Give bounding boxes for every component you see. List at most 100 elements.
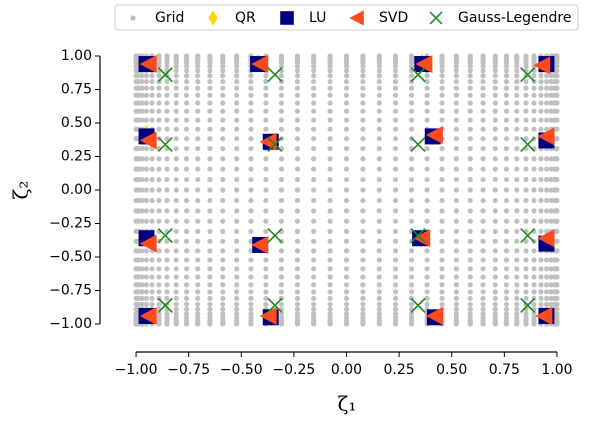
grid-point: [392, 100, 399, 106]
grid-point: [343, 108, 350, 114]
grid-point: [538, 78, 544, 85]
grid-point: [376, 78, 382, 85]
grid-point: [195, 100, 201, 106]
grid-point: [311, 197, 317, 204]
grid-point: [234, 73, 240, 79]
grid-point: [156, 187, 162, 193]
grid-point: [514, 136, 520, 142]
grid-point: [376, 92, 382, 98]
grid-point: [327, 100, 333, 106]
grid-point: [514, 282, 520, 288]
grid-point: [294, 197, 301, 204]
grid-point: [149, 73, 155, 79]
grid-point: [294, 208, 301, 214]
grid-point: [164, 63, 170, 69]
grid-point: [544, 73, 550, 79]
grid-point: [156, 176, 162, 183]
grid-point: [139, 282, 145, 288]
grid-point: [360, 295, 366, 302]
grid-point: [248, 166, 254, 172]
gauss-legendre-point: [267, 227, 283, 244]
grid-point: [492, 68, 498, 74]
gauss-legendre-point: [410, 297, 426, 313]
grid-point: [503, 314, 510, 321]
grid-point: [492, 166, 498, 172]
grid-point: [207, 156, 213, 162]
grid-point: [220, 78, 226, 85]
grid-point: [360, 218, 366, 224]
grid-point: [467, 100, 473, 106]
grid-point: [376, 314, 382, 321]
grid-point: [544, 117, 550, 123]
grid-point: [195, 156, 201, 162]
grid-point: [360, 306, 366, 312]
y-tick-label: −0.50: [49, 249, 92, 265]
grid-point: [294, 78, 301, 85]
x-tick-label: −0.50: [220, 362, 263, 378]
grid-point: [220, 301, 226, 307]
grid-point: [544, 266, 550, 272]
grid-point: [207, 92, 213, 98]
grid-point: [408, 85, 415, 91]
grid-point: [538, 208, 544, 214]
grid-point: [220, 92, 226, 98]
grid-point: [156, 117, 162, 123]
grid-point: [523, 136, 529, 142]
grid-point: [248, 136, 254, 142]
grid-point: [467, 126, 473, 132]
grid-point: [376, 218, 382, 224]
grid-point: [164, 136, 170, 142]
grid-point: [156, 274, 162, 280]
grid-point: [453, 145, 459, 152]
grid-point: [392, 238, 399, 244]
grid-point: [149, 282, 155, 288]
grid-point: [408, 166, 415, 172]
grid-point: [311, 156, 317, 162]
grid-point: [503, 306, 510, 312]
grid-point: [360, 156, 366, 162]
grid-point: [503, 289, 510, 295]
grid-point: [311, 238, 317, 244]
grid-point: [183, 100, 190, 106]
grid-point: [503, 257, 510, 263]
grid-point: [311, 282, 317, 288]
grid-point: [234, 85, 240, 91]
grid-point: [220, 145, 226, 152]
svd-point: [139, 306, 157, 325]
grid-point: [544, 301, 550, 307]
grid-point: [173, 156, 179, 162]
grid-point: [248, 92, 254, 98]
grid-point: [149, 257, 155, 263]
grid-point: [139, 85, 145, 91]
grid-point: [531, 53, 537, 59]
grid-point: [531, 266, 537, 272]
gauss-legendre-point: [520, 67, 536, 83]
grid-point: [207, 68, 213, 74]
grid-point: [343, 92, 350, 98]
grid-point: [503, 274, 510, 280]
grid-point: [467, 92, 473, 98]
grid-point: [424, 218, 430, 224]
grid-point: [311, 311, 317, 317]
grid-point: [248, 257, 254, 263]
grid-point: [424, 187, 430, 193]
grid-point: [360, 53, 366, 59]
grid-point: [376, 311, 382, 317]
grid-point: [544, 126, 550, 132]
grid-point: [195, 108, 201, 114]
grid-point: [278, 100, 285, 106]
grid-point: [327, 266, 333, 272]
legend-label: LU: [309, 10, 326, 26]
grid-point: [207, 257, 213, 263]
grid-point: [514, 73, 520, 79]
grid-point: [531, 126, 537, 132]
grid-point: [143, 156, 149, 162]
grid-point: [143, 92, 149, 98]
y-tick-label: 0.75: [61, 82, 92, 98]
gauss-legendre-point: [267, 67, 283, 83]
grid-point: [207, 248, 213, 254]
grid-point: [554, 289, 560, 295]
grid-point: [523, 295, 529, 302]
grid-point: [149, 208, 155, 214]
grid-point: [538, 73, 544, 79]
